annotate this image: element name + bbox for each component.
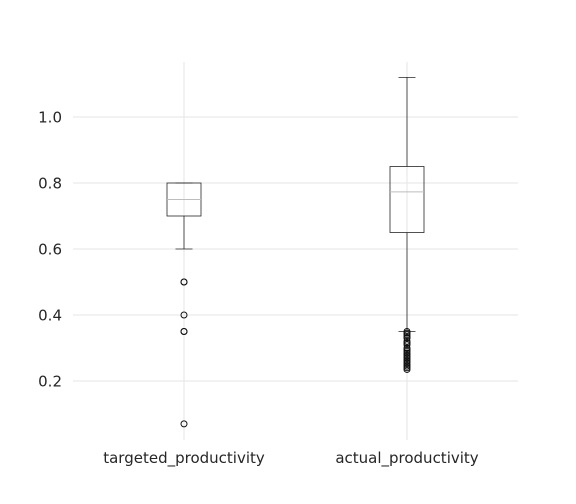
box-layer: [166, 77, 425, 428]
x-axis-tick-labels: targeted_productivity actual_productivity: [103, 449, 479, 468]
outlier-point: [180, 311, 188, 319]
y-tick-label: 0.4: [38, 307, 62, 325]
y-tick-label: 0.2: [38, 373, 62, 391]
box-group-targeted-productivity: [166, 182, 202, 428]
outlier-point: [403, 341, 411, 349]
outlier-point: [180, 278, 188, 286]
y-tick-label: 1.0: [38, 109, 62, 127]
x-tick-label: actual_productivity: [335, 449, 478, 468]
x-tick-label: targeted_productivity: [103, 449, 265, 468]
y-tick-label: 0.8: [38, 175, 62, 193]
box-group-actual-productivity: [389, 77, 425, 373]
grid-layer: [73, 62, 518, 440]
y-axis-tick-labels: 0.2 0.4 0.6 0.8 1.0: [38, 109, 62, 391]
y-tick-label: 0.6: [38, 241, 62, 259]
outlier-point: [403, 365, 411, 373]
outlier-point: [180, 420, 188, 428]
outlier-point: [180, 328, 188, 335]
outlier-point: [403, 334, 411, 342]
